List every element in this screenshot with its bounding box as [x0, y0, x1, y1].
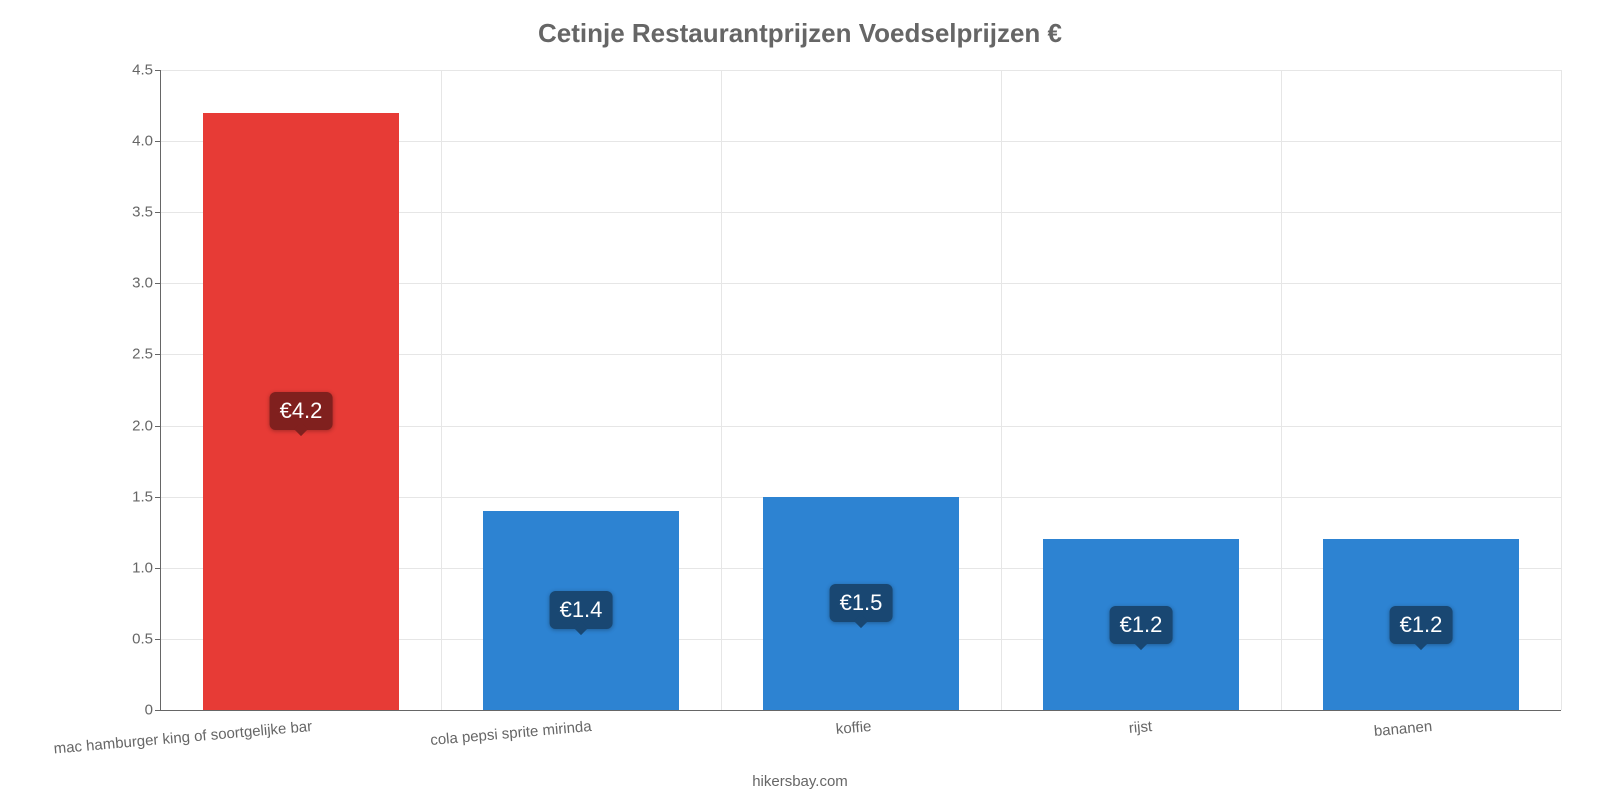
gridline-vertical [441, 70, 442, 710]
gridline-vertical [721, 70, 722, 710]
y-tick-mark [155, 497, 161, 498]
gridline-horizontal [161, 70, 1561, 71]
y-tick-mark [155, 639, 161, 640]
x-category-label: rijst [1128, 718, 1153, 737]
gridline-vertical [1281, 70, 1282, 710]
y-tick-mark [155, 426, 161, 427]
y-tick-label: 2.0 [132, 417, 153, 434]
chart-title: Cetinje Restaurantprijzen Voedselprijzen… [0, 18, 1600, 49]
y-tick-label: 0 [145, 702, 153, 719]
gridline-vertical [1561, 70, 1562, 710]
y-tick-mark [155, 212, 161, 213]
y-tick-label: 4.0 [132, 133, 153, 150]
x-category-label: koffie [836, 718, 873, 738]
y-tick-label: 0.5 [132, 630, 153, 647]
y-tick-label: 3.5 [132, 204, 153, 221]
y-tick-label: 1.0 [132, 559, 153, 576]
y-tick-label: 2.5 [132, 346, 153, 363]
y-tick-label: 3.0 [132, 275, 153, 292]
y-tick-mark [155, 710, 161, 711]
y-tick-label: 1.5 [132, 488, 153, 505]
x-category-label: cola pepsi sprite mirinda [430, 718, 593, 749]
y-tick-mark [155, 354, 161, 355]
x-category-label: mac hamburger king of soortgelijke bar [53, 718, 313, 758]
plot-area: 00.51.01.52.02.53.03.54.04.5€4.2mac hamb… [160, 70, 1561, 711]
chart-footer: hikersbay.com [0, 773, 1600, 790]
y-tick-mark [155, 283, 161, 284]
y-tick-mark [155, 70, 161, 71]
x-category-label: bananen [1373, 718, 1433, 740]
gridline-vertical [1001, 70, 1002, 710]
y-tick-label: 4.5 [132, 62, 153, 79]
y-tick-mark [155, 568, 161, 569]
y-tick-mark [155, 141, 161, 142]
chart-container: Cetinje Restaurantprijzen Voedselprijzen… [0, 0, 1600, 800]
